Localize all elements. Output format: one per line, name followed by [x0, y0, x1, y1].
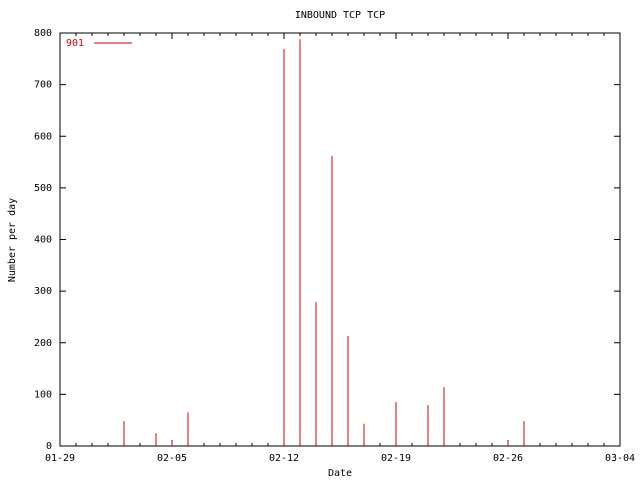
chart-title: INBOUND TCP TCP — [295, 10, 385, 21]
y-tick-label: 800 — [34, 28, 52, 39]
x-tick-label: 02-05 — [157, 453, 187, 464]
x-tick-label: 02-26 — [493, 453, 523, 464]
plot-frame — [59, 32, 621, 447]
x-tick-label: 02-12 — [269, 453, 299, 464]
y-tick-label: 200 — [34, 338, 52, 349]
y-tick-label: 600 — [34, 131, 52, 142]
y-tick-label: 0 — [46, 441, 52, 452]
y-axis-label: Number per day — [7, 198, 18, 282]
y-tick-label: 500 — [34, 183, 52, 194]
x-axis-label: Date — [328, 468, 352, 479]
y-tick-label: 400 — [34, 235, 52, 246]
x-tick-label: 03-04 — [605, 453, 635, 464]
legend-label: 901 — [66, 38, 84, 49]
y-tick-label: 100 — [34, 389, 52, 400]
x-tick-label: 01-29 — [45, 453, 75, 464]
x-tick-label: 02-19 — [381, 453, 411, 464]
y-tick-label: 700 — [34, 80, 52, 91]
y-tick-label: 300 — [34, 286, 52, 297]
